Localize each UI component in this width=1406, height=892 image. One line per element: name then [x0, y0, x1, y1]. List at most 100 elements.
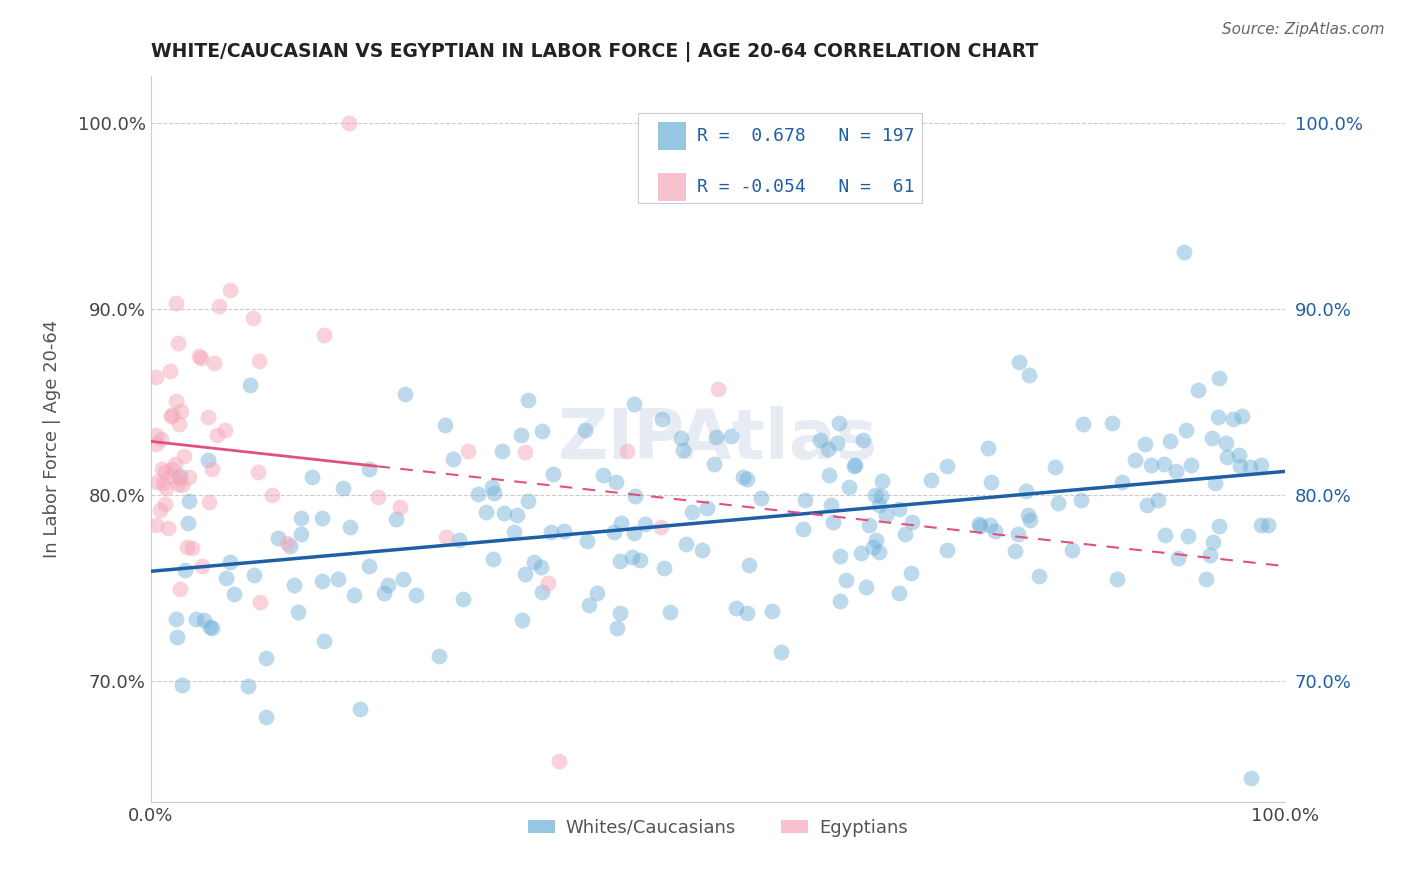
Point — [201, 621, 224, 635]
Point — [675, 537, 697, 551]
Point — [592, 467, 614, 482]
Point — [1046, 495, 1069, 509]
Point — [603, 525, 626, 540]
Point — [1232, 409, 1254, 423]
Point — [1195, 572, 1218, 586]
Point — [862, 541, 884, 555]
Point — [855, 580, 877, 594]
Text: Source: ZipAtlas.com: Source: ZipAtlas.com — [1222, 22, 1385, 37]
Point — [669, 431, 692, 445]
Point — [863, 487, 886, 501]
Point — [215, 571, 238, 585]
Point — [481, 480, 503, 494]
Text: WHITE/CAUCASIAN VS EGYPTIAN IN LABOR FORCE | AGE 20-64 CORRELATION CHART: WHITE/CAUCASIAN VS EGYPTIAN IN LABOR FOR… — [150, 42, 1038, 62]
Point — [735, 472, 758, 486]
Point — [817, 442, 839, 456]
Point — [173, 563, 195, 577]
Point — [242, 311, 264, 326]
Point — [828, 594, 851, 608]
Point — [828, 416, 851, 430]
Point — [623, 489, 645, 503]
Point — [249, 595, 271, 609]
Point — [870, 474, 893, 488]
Point — [1257, 518, 1279, 533]
Point — [1060, 543, 1083, 558]
Point — [163, 457, 186, 471]
Point — [385, 511, 408, 525]
Point — [1071, 417, 1094, 432]
Point — [830, 549, 852, 563]
Point — [457, 443, 479, 458]
Point — [1167, 551, 1189, 566]
Point — [523, 555, 546, 569]
Point — [247, 465, 270, 479]
Point — [969, 516, 991, 531]
Point — [1133, 437, 1156, 451]
Point — [193, 613, 215, 627]
Point — [249, 354, 271, 368]
Point — [1111, 475, 1133, 489]
Point — [634, 517, 657, 532]
Point — [901, 515, 924, 529]
Point — [1017, 508, 1039, 523]
Point — [936, 458, 959, 473]
Point — [433, 418, 456, 433]
Point — [236, 679, 259, 693]
Point — [921, 473, 943, 487]
Point — [290, 511, 312, 525]
Point — [540, 524, 562, 539]
Point — [262, 488, 284, 502]
Point — [449, 533, 471, 547]
Point — [170, 404, 193, 418]
Point — [1240, 771, 1263, 785]
Point — [1229, 458, 1251, 473]
Point — [858, 518, 880, 533]
Point — [441, 451, 464, 466]
Point — [979, 518, 1001, 533]
Point — [827, 435, 849, 450]
Point — [152, 476, 174, 491]
Point — [620, 549, 643, 564]
Point — [492, 506, 515, 520]
FancyBboxPatch shape — [658, 122, 686, 151]
Point — [1177, 529, 1199, 543]
Point — [169, 471, 191, 485]
Point — [146, 475, 169, 489]
Point — [181, 541, 204, 555]
Point — [1070, 492, 1092, 507]
Point — [820, 498, 842, 512]
Legend: Whites/Caucasians, Egyptians: Whites/Caucasians, Egyptians — [520, 812, 915, 844]
Point — [337, 116, 360, 130]
Point — [149, 502, 172, 516]
Point — [191, 558, 214, 573]
Point — [491, 443, 513, 458]
Point — [1201, 431, 1223, 445]
Point — [314, 634, 336, 648]
Point — [869, 544, 891, 558]
Point — [703, 457, 725, 471]
Point — [159, 364, 181, 378]
Text: R = -0.054   N =  61: R = -0.054 N = 61 — [697, 178, 915, 195]
Point — [208, 299, 231, 313]
Point — [150, 462, 173, 476]
Point — [1166, 464, 1188, 478]
Point — [609, 606, 631, 620]
Point — [1105, 572, 1128, 586]
Point — [145, 427, 167, 442]
Point — [838, 480, 860, 494]
Point — [818, 468, 841, 483]
Point — [394, 387, 416, 401]
Point — [1015, 483, 1038, 498]
Point — [214, 423, 236, 437]
Point — [792, 522, 814, 536]
Point — [870, 489, 893, 503]
Point — [290, 526, 312, 541]
Point — [222, 587, 245, 601]
Point — [332, 481, 354, 495]
Point — [172, 478, 194, 492]
Point — [160, 409, 183, 423]
Point — [1018, 368, 1040, 382]
Point — [761, 604, 783, 618]
Point — [844, 458, 866, 473]
Point — [969, 519, 991, 533]
